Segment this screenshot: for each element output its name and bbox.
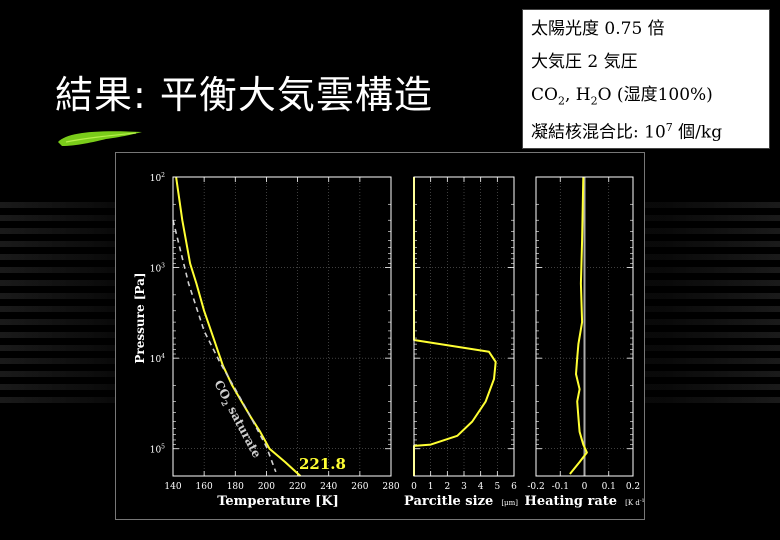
xtick-label-0-1: 160 xyxy=(196,482,213,492)
xtick-label-0-0: 140 xyxy=(164,482,181,492)
xtick-label-0-4: 220 xyxy=(289,482,306,492)
xtick-label-2-0: -0.2 xyxy=(527,482,544,492)
info-nuclei-unit: 個/kg xyxy=(672,122,723,143)
ylabel-pressure: Pressure [Pa] xyxy=(133,272,147,363)
xtick-label-0-7: 280 xyxy=(382,482,399,492)
xtick-label-1-0: 0 xyxy=(411,482,417,492)
panel-frame-0 xyxy=(172,176,392,477)
xtick-label-0-3: 200 xyxy=(258,482,275,492)
ytick-label-0: 102 xyxy=(150,172,165,184)
xtick-label-2-2: 0 xyxy=(582,482,588,492)
leaf-brush-decoration xyxy=(58,131,142,146)
info-h-sub: 2 xyxy=(590,94,598,108)
xtick-label-1-5: 5 xyxy=(494,482,500,492)
xlabel-particle-size: Parcitle size [μm] xyxy=(404,490,518,509)
xtick-label-0-6: 260 xyxy=(351,482,368,492)
ytick-label-1: 103 xyxy=(150,263,165,275)
info-co: CO xyxy=(531,85,558,105)
info-o-humidity: O (湿度100%) xyxy=(597,85,713,105)
xlabel-temperature: Temperature [K] xyxy=(217,494,339,509)
ytick-label-3: 105 xyxy=(150,444,165,456)
ytick-label-2: 104 xyxy=(150,353,165,365)
info-h: , H xyxy=(564,85,591,105)
xlabel-heating-rate-unit: [K d xyxy=(625,499,640,507)
info-co-sub: 2 xyxy=(557,94,565,108)
xtick-label-0-2: 180 xyxy=(227,482,244,492)
chart-svg: Pressure [Pa] Temperature [K] Parcitle s… xyxy=(133,172,648,509)
xtick-label-2-4: 0.2 xyxy=(626,482,640,492)
info-box: 太陽光度 0.75 倍 大気圧 2 気圧 CO2, H2O (湿度100%) 凝… xyxy=(522,9,770,149)
info-nuclei-exp: 7 xyxy=(665,121,673,134)
xtick-label-1-1: 1 xyxy=(428,482,434,492)
chart-figure: Pressure [Pa] Temperature [K] Parcitle s… xyxy=(115,152,648,520)
xtick-label-2-1: -0.1 xyxy=(552,482,569,492)
xtick-label-1-6: 6 xyxy=(511,482,517,492)
info-nuclei-label: 凝結核混合比: 10 xyxy=(531,122,666,143)
xlabel-particle-size-unit: [μm] xyxy=(501,499,518,507)
xtick-label-2-3: 0.1 xyxy=(602,482,616,492)
info-solar: 太陽光度 0.75 倍 xyxy=(531,19,665,39)
panel-frame-2 xyxy=(535,176,634,477)
xtick-label-1-4: 4 xyxy=(478,482,484,492)
xlabel-heating-rate-text: Heating rate xyxy=(525,494,618,509)
panel-frame-1 xyxy=(413,176,515,477)
series-line-2-0 xyxy=(569,176,588,475)
xlabel-particle-size-text: Parcitle size xyxy=(404,494,493,509)
xlabel-heating-rate: Heating rate [K d-1] xyxy=(525,490,644,509)
info-pressure: 大気圧 2 気圧 xyxy=(531,52,638,72)
series-line-1-0 xyxy=(413,177,497,476)
annotation-co2-sub: 2 xyxy=(219,398,230,408)
xtick-label-0-5: 240 xyxy=(320,482,337,492)
series-co2-saturate-line xyxy=(172,220,277,473)
xtick-label-1-2: 2 xyxy=(444,482,450,492)
xtick-label-1-3: 3 xyxy=(461,482,467,492)
annotation-221-8: 221.8 xyxy=(299,455,346,473)
xlabel-heating-rate-unit-sup: -1 xyxy=(640,498,644,504)
info-nuclei: 凝結核混合比: 107 個/kg xyxy=(531,113,769,146)
info-composition: CO2, H2O (湿度100%) xyxy=(531,80,769,113)
slide-title: 結果: 平衡大気雲構造 xyxy=(55,73,433,117)
